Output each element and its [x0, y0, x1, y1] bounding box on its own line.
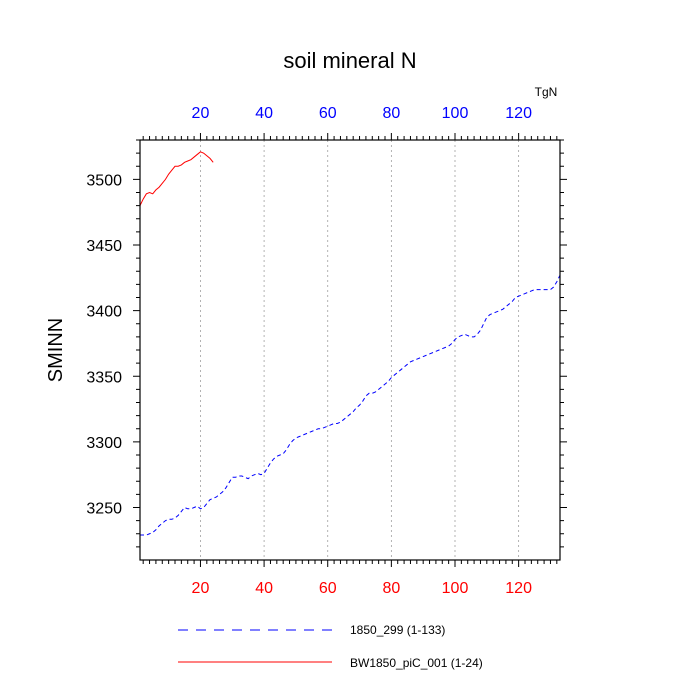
- legend-label-series-2: BW1850_piC_001 (1-24): [350, 656, 483, 670]
- x-tick-label-top: 40: [255, 105, 273, 122]
- plot-frame: [139, 139, 561, 561]
- axis-ticks: [133, 133, 567, 567]
- tick-labels: 20 20 40 40 60 60 80 80 100 100 120 120 3250 3300 3350…: [86, 105, 532, 597]
- y-tick-label: 3450: [86, 238, 122, 255]
- y-tick-label: 3400: [86, 304, 122, 321]
- x-tick-label-bottom: 20: [192, 580, 210, 597]
- y-tick-label: 3500: [86, 172, 122, 189]
- x-tick-label-bottom: 40: [255, 580, 273, 597]
- x-tick-label-top: 60: [319, 105, 337, 122]
- legend: 1850_299 (1-133) BW1850_piC_001 (1-24): [178, 623, 483, 670]
- series-line-2: [139, 151, 214, 206]
- x-tick-label-top: 120: [505, 105, 532, 122]
- series-lines: [139, 151, 561, 536]
- y-axis-title: SMINN: [45, 318, 67, 382]
- chart-title: soil mineral N: [283, 48, 416, 73]
- x-tick-label-top: 80: [382, 105, 400, 122]
- x-tick-label-top: 20: [192, 105, 210, 122]
- x-tick-label-bottom: 120: [505, 580, 532, 597]
- y-tick-label: 3350: [86, 369, 122, 386]
- x-tick-label-bottom: 60: [319, 580, 337, 597]
- x-tick-label-bottom: 100: [442, 580, 469, 597]
- x-tick-label-top: 100: [442, 105, 469, 122]
- y-tick-label: 3250: [86, 501, 122, 518]
- y-tick-label: 3300: [86, 435, 122, 452]
- legend-label-series-1: 1850_299 (1-133): [350, 623, 445, 637]
- series-line-1: [140, 274, 561, 536]
- grid-lines: [200, 140, 520, 560]
- units-label: TgN: [535, 85, 558, 99]
- x-tick-label-bottom: 80: [382, 580, 400, 597]
